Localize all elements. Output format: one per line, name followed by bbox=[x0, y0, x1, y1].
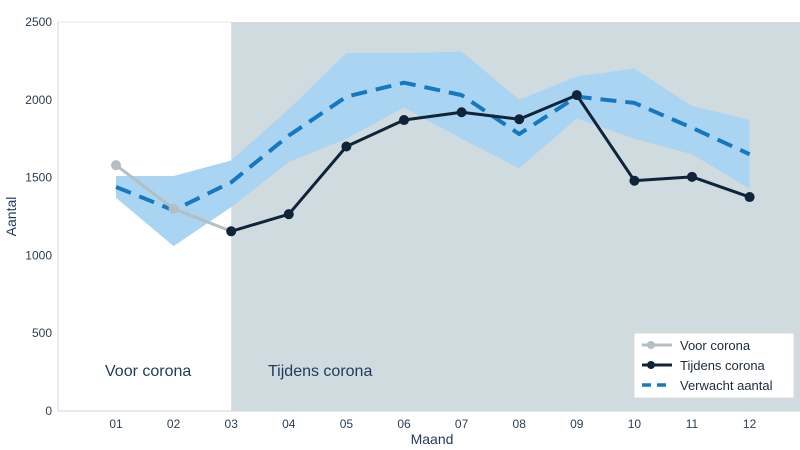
y-tick-label: 1000 bbox=[25, 248, 52, 262]
data-point-tijdens-corona bbox=[283, 209, 294, 220]
x-tick-label: 01 bbox=[109, 417, 123, 431]
y-tick-label: 2000 bbox=[25, 93, 52, 107]
y-tick-label: 2500 bbox=[25, 15, 52, 29]
plot-frame bbox=[57, 21, 800, 412]
data-point-tijdens-corona bbox=[744, 192, 755, 203]
legend-label-voor-corona: Voor corona bbox=[680, 338, 751, 353]
data-point-voor-corona bbox=[111, 160, 121, 171]
x-tick-label: 02 bbox=[167, 417, 181, 431]
x-axis-title: Maand bbox=[411, 431, 454, 447]
legend-marker-voor-corona bbox=[647, 341, 655, 349]
legend-marker-tijdens-corona bbox=[647, 361, 655, 369]
data-point-tijdens-corona bbox=[571, 90, 582, 101]
x-tick-label: 04 bbox=[282, 417, 296, 431]
y-tick-label: 500 bbox=[32, 326, 52, 340]
x-tick-label: 05 bbox=[340, 417, 354, 431]
x-tick-label: 08 bbox=[513, 417, 527, 431]
data-point-tijdens-corona bbox=[629, 175, 640, 186]
x-axis-ticks: 01 02 03 04 05 06 07 08 09 10 11 12 bbox=[109, 417, 756, 431]
y-axis-ticks: 0 500 1000 1500 2000 2500 bbox=[25, 15, 52, 418]
series-line-tijdens-corona bbox=[230, 93, 751, 233]
legend-label-verwacht-aantal: Verwacht aantal bbox=[680, 378, 773, 393]
data-point-tijdens-corona bbox=[514, 114, 525, 125]
x-tick-label: 10 bbox=[628, 417, 642, 431]
y-axis-title: Aantal bbox=[3, 197, 19, 237]
legend: Voor corona Tijdens corona Verwacht aant… bbox=[633, 332, 795, 399]
legend-label-tijdens-corona: Tijdens corona bbox=[680, 358, 766, 373]
voor-corona-period-label: Voor corona bbox=[105, 363, 191, 380]
data-point-voor-corona bbox=[168, 203, 179, 214]
data-point-tijdens-corona bbox=[341, 141, 352, 152]
x-tick-label: 11 bbox=[686, 417, 699, 431]
data-point-tijdens-corona bbox=[226, 226, 237, 237]
data-point-tijdens-corona bbox=[456, 107, 467, 118]
x-tick-label: 12 bbox=[743, 417, 757, 431]
data-point-tijdens-corona bbox=[399, 115, 409, 126]
x-tick-label: 09 bbox=[570, 417, 584, 431]
data-point-tijdens-corona bbox=[687, 171, 697, 182]
tijdens-corona-period-label: Tijdens corona bbox=[268, 363, 372, 380]
x-tick-label: 03 bbox=[225, 417, 239, 431]
y-tick-label: 1500 bbox=[25, 171, 52, 185]
x-tick-label: 06 bbox=[397, 417, 411, 431]
y-tick-label: 0 bbox=[45, 404, 52, 418]
x-tick-label: 07 bbox=[455, 417, 469, 431]
series-layer bbox=[111, 80, 755, 237]
series-line-verwacht-aantal bbox=[115, 80, 751, 213]
